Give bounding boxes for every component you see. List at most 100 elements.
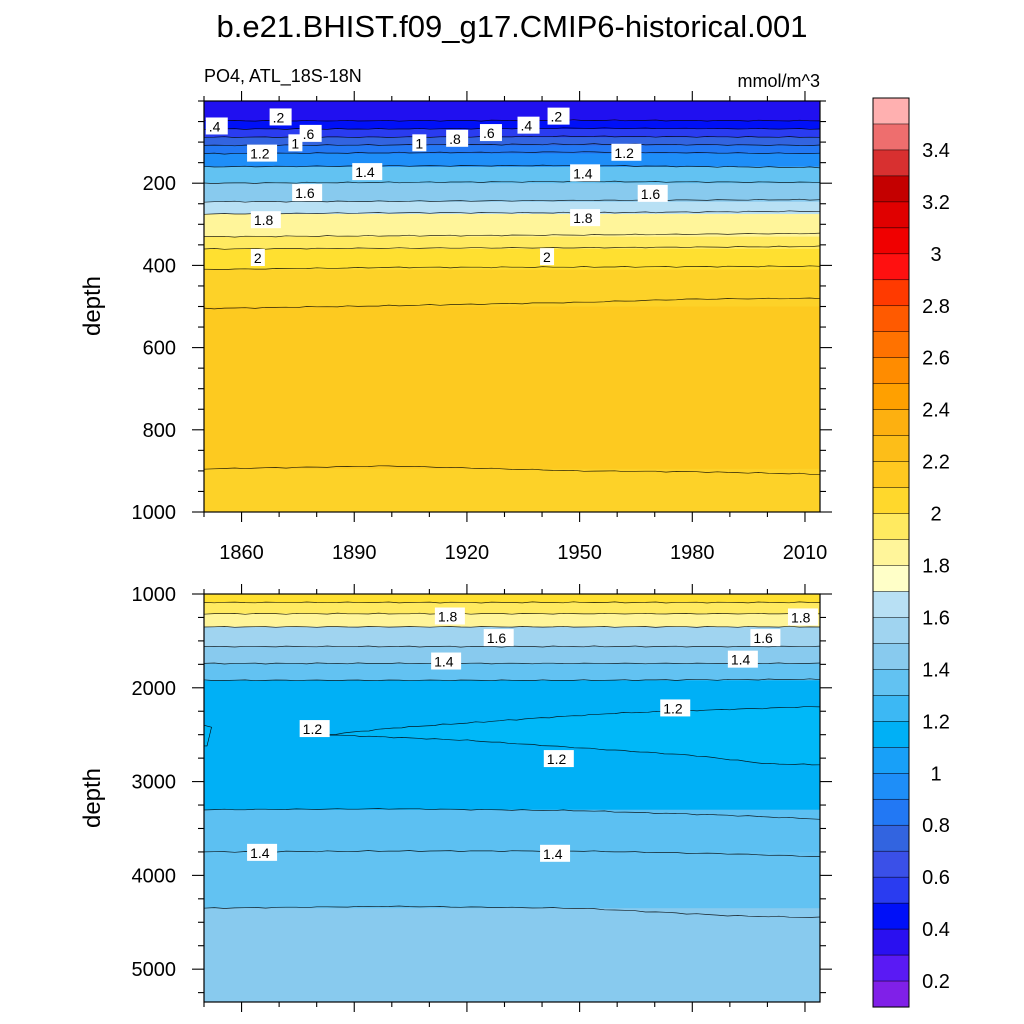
upper-y-tick-label: 1000	[132, 502, 177, 524]
upper-x-tick-label: 1890	[332, 542, 377, 564]
upper-contour-label-text: .8	[449, 131, 461, 147]
upper-contour-label: 1.6	[637, 184, 668, 202]
upper-contour-label-text: 2	[543, 249, 551, 265]
colorbar-label: 1.4	[922, 659, 950, 681]
upper-panel: .2 .2 .4 .4 .6 .6 .8 1 1 1.2 1.2 1.4 1.4 1.6 1.6 1.8 1.8…	[132, 91, 832, 564]
colorbar-label: 2.4	[922, 400, 950, 422]
colorbar-label: 3	[930, 244, 941, 266]
upper-contour-label: 2	[540, 248, 555, 266]
lower-contour-label-text: 1.4	[250, 845, 270, 861]
lower-contour-fill-band	[204, 809, 820, 853]
upper-contour-label-text: .6	[483, 125, 495, 141]
lower-contour-label: 1.2	[299, 720, 330, 738]
lower-y-tick-label: 4000	[132, 865, 177, 887]
lower-contour-fill-band	[204, 594, 820, 604]
upper-contour-label-text: .2	[273, 109, 285, 125]
lower-contour-label-text: 1.2	[303, 721, 323, 737]
colorbar: 3.4 3.2 3 2.8 2.6 2.4 2.2 2 1.8 1.6 1.4 1.2 1 0.8 0.6 0…	[872, 97, 950, 1024]
upper-contour-fill-band	[204, 201, 820, 215]
upper-contour-fill-band	[204, 236, 820, 250]
colorbar-label: 1.8	[922, 555, 950, 577]
upper-contour-line	[204, 143, 820, 147]
lower-contour-fill-band	[204, 602, 820, 615]
lower-contour-label-text: 1.2	[663, 700, 683, 716]
colorbar-swatch	[872, 928, 910, 956]
upper-contour-label-text: .4	[521, 118, 533, 134]
lower-contour-fill-band	[204, 851, 820, 909]
upper-contour-line	[204, 210, 820, 215]
lower-y-tick-label: 5000	[132, 959, 177, 981]
upper-contour-label-text: 1.2	[614, 145, 634, 161]
lower-contour-fill-band	[204, 908, 820, 1002]
colorbar-swatch	[872, 643, 910, 670]
colorbar-swatch	[872, 539, 910, 567]
lower-contour-label-text: 1.6	[753, 630, 773, 646]
colorbar-swatch	[872, 617, 910, 644]
lower-contour-line	[204, 612, 820, 615]
lower-contour-label-text: 1.4	[434, 654, 454, 670]
lower-contour-line	[204, 625, 820, 628]
lower-y-tick-label: 3000	[132, 772, 177, 794]
lower-contour-label-text: 1.8	[791, 609, 811, 625]
colorbar-swatch	[872, 201, 910, 229]
colorbar-swatch	[872, 798, 910, 826]
colorbar-swatch	[872, 747, 910, 774]
lower-contour-label: 1.8	[787, 608, 818, 626]
upper-contour-fill-band	[204, 214, 820, 238]
lower-contour-label: 1.4	[727, 650, 758, 668]
colorbar-label: 1	[930, 763, 941, 785]
upper-contour-label-text: 1.2	[250, 146, 270, 162]
upper-contour-label-text: 2	[254, 250, 262, 266]
upper-contour-label: .6	[479, 124, 502, 142]
upper-contour-line	[204, 465, 820, 475]
upper-contour-label-text: 1.8	[573, 210, 593, 226]
upper-contour-label-text: 1	[415, 135, 423, 151]
lower-contour-line	[204, 850, 820, 857]
lower-contour-label-text: 1.4	[543, 846, 563, 862]
upper-contour-fill-band	[204, 120, 820, 130]
upper-contour-label: 1	[412, 134, 427, 152]
upper-contour-label-text: 1.6	[295, 185, 315, 201]
upper-y-tick-label: 400	[143, 255, 176, 277]
upper-contour-label: 1.2	[611, 143, 642, 161]
lower-contour-label: 1.6	[750, 629, 781, 647]
upper-contour-fill-band	[204, 306, 820, 470]
upper-x-tick-label: 1860	[219, 542, 264, 564]
colorbar-label: 2.6	[922, 348, 950, 370]
upper-contour-label: .2	[547, 107, 570, 125]
colorbar-swatch	[872, 227, 910, 255]
upper-contour-label-text: .2	[551, 109, 563, 125]
colorbar-label: 0.6	[922, 867, 950, 889]
colorbar-label: 2.8	[922, 296, 950, 318]
lower-panel: 1.8 1.81.6 1.61.4 1.41.21.21.21.4 1.41000200…	[132, 584, 832, 1012]
upper-contour-label-text: 1.6	[641, 186, 661, 202]
lower-contour-line	[327, 706, 820, 735]
colorbar-swatch	[872, 773, 910, 800]
colorbar-label: 0.2	[922, 971, 950, 993]
lower-contour-fill-band	[204, 663, 820, 681]
upper-contour-label: .4	[517, 116, 540, 134]
upper-contour-label-text: 1.4	[573, 165, 593, 181]
upper-contour-label: 1.4	[570, 164, 601, 182]
colorbar-swatch	[872, 954, 910, 982]
upper-contour-label: .8	[446, 129, 469, 147]
upper-contour-label: 2	[250, 249, 265, 267]
colorbar-swatch	[872, 850, 910, 878]
colorbar-label: 0	[930, 1023, 941, 1024]
colorbar-label: 3.4	[922, 140, 950, 162]
upper-x-tick-label: 1920	[445, 542, 490, 564]
colorbar-swatch	[872, 279, 910, 307]
upper-contour-label: .2	[269, 108, 292, 126]
upper-contour-fill-band	[204, 269, 820, 308]
colorbar-swatch	[872, 253, 910, 281]
colorbar-label: 2	[930, 504, 941, 526]
upper-contour-fill-band	[204, 101, 820, 122]
upper-contour-label: 1.2	[247, 144, 278, 162]
colorbar-swatch	[872, 305, 910, 333]
lower-plot-area: 1.8 1.81.6 1.61.4 1.41.21.21.21.4 1.4	[204, 594, 820, 1002]
upper-contour-label-text: 1	[291, 135, 299, 151]
lower-contour-pocket	[204, 725, 212, 747]
upper-contour-line	[204, 180, 820, 184]
lower-y-axis-label: depth	[79, 768, 106, 828]
